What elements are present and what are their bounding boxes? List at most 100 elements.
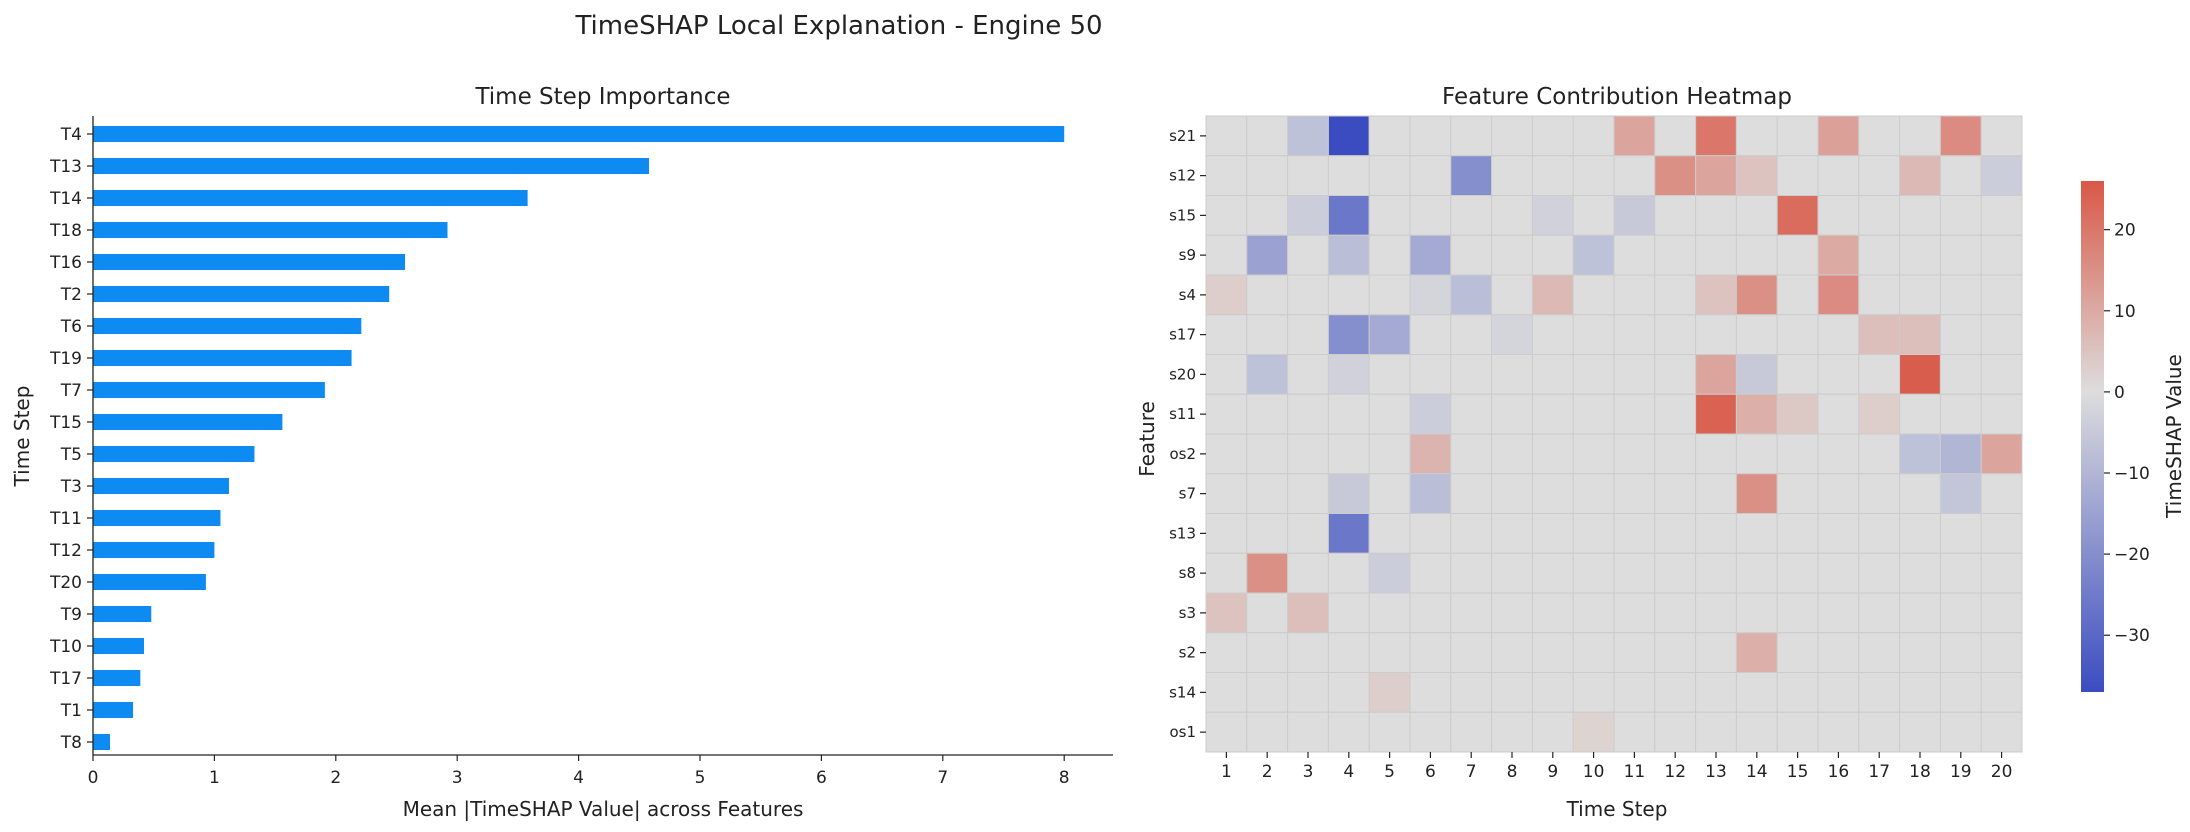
- heatmap-cell-s4-18: [1899, 274, 1941, 316]
- heatmap-x-tick-label: 7: [1466, 762, 1477, 782]
- heatmap-cell-s7-14: [1735, 473, 1778, 514]
- heatmap-cell-s11-15: [1776, 393, 1819, 435]
- bar-y-axis-label: Time Step: [10, 386, 34, 488]
- heatmap-y-axis-label: Feature: [1135, 401, 1159, 477]
- bar-T17: [93, 670, 141, 686]
- heatmap-cell-s20-17: [1858, 354, 1901, 395]
- heatmap-cell-s20-9: [1531, 354, 1574, 395]
- heatmap-cell-s3-10: [1572, 592, 1615, 634]
- bar-y-tick-label: T20: [49, 573, 82, 593]
- bar-x-tick-label: 6: [816, 768, 827, 788]
- bar-T1: [93, 702, 134, 718]
- heatmap-cell-s9-5: [1368, 234, 1411, 276]
- heatmap-cell-s21-7: [1450, 115, 1493, 157]
- bar-T10: [93, 638, 144, 654]
- bar-T2: [93, 286, 390, 302]
- heatmap-x-tick-label: 4: [1343, 762, 1354, 782]
- heatmap-cell-s7-3: [1287, 473, 1329, 514]
- bar-y-tick-label: T10: [49, 637, 82, 657]
- heatmap-cell-s20-13: [1695, 354, 1737, 395]
- heatmap-cell-s3-8: [1491, 592, 1533, 634]
- colorbar-tick-label: −20: [2114, 545, 2150, 565]
- heatmap-cell-s21-15: [1776, 115, 1819, 157]
- heatmap-cell-s17-17: [1858, 314, 1901, 355]
- bar-y-tick-label: T6: [60, 317, 82, 337]
- heatmap-cell-s13-10: [1572, 513, 1615, 554]
- heatmap-cell-s20-8: [1491, 354, 1533, 395]
- heatmap-cell-s3-14: [1735, 592, 1778, 634]
- heatmap-x-tick-label: 5: [1384, 762, 1395, 782]
- heatmap-cell-s21-13: [1695, 115, 1737, 157]
- heatmap-cell-s11-6: [1409, 393, 1452, 435]
- heatmap-cell-s7-6: [1409, 473, 1452, 514]
- heatmap-cell-s21-1: [1205, 115, 1248, 157]
- figure-title: TimeSHAP Local Explanation - Engine 50: [574, 11, 1102, 41]
- heatmap-cell-s13-14: [1735, 513, 1778, 554]
- heatmap-cell-os2-20: [1980, 433, 2023, 475]
- heatmap-cell-s7-10: [1572, 473, 1615, 514]
- heatmap-cell-s2-14: [1735, 632, 1778, 673]
- heatmap-cell-s2-15: [1776, 632, 1819, 673]
- heatmap-cell-s11-20: [1980, 393, 2023, 435]
- bar-T12: [93, 542, 215, 558]
- heatmap-cell-s2-12: [1654, 632, 1697, 673]
- bar-T15: [93, 414, 283, 430]
- heatmap-cell-s14-11: [1613, 672, 1656, 713]
- heatmap-cell-s3-20: [1980, 592, 2023, 634]
- colorbar-gradient: [2081, 181, 2104, 692]
- heatmap-cell-s14-4: [1327, 672, 1370, 713]
- heatmap-cell-s15-8: [1491, 195, 1533, 236]
- heatmap-x-tick-label: 11: [1624, 762, 1646, 782]
- heatmap-cell-s21-16: [1817, 115, 1860, 157]
- heatmap-cell-s4-9: [1531, 274, 1574, 316]
- heatmap-cell-s21-11: [1613, 115, 1656, 157]
- bar-x-tick-label: 2: [330, 768, 341, 788]
- heatmap-cell-s15-6: [1409, 195, 1452, 236]
- heatmap-cell-s13-20: [1980, 513, 2023, 554]
- heatmap-cell-s13-7: [1450, 513, 1493, 554]
- heatmap-cell-s12-4: [1327, 155, 1370, 196]
- heatmap-cell-s14-3: [1287, 672, 1329, 713]
- colorbar-tick-label: −10: [2114, 464, 2150, 484]
- heatmap-cell-s17-14: [1735, 314, 1778, 355]
- heatmap-cell-s15-5: [1368, 195, 1411, 236]
- heatmap-cell-s9-14: [1735, 234, 1778, 276]
- bar-T14: [93, 190, 528, 206]
- heatmap-cell-s11-5: [1368, 393, 1411, 435]
- heatmap-cell-s11-18: [1899, 393, 1941, 435]
- heatmap-cell-s4-6: [1409, 274, 1452, 316]
- heatmap-cell-os2-11: [1613, 433, 1656, 475]
- heatmap-x-tick-label: 18: [1909, 762, 1931, 782]
- heatmap-cell-s3-6: [1409, 592, 1452, 634]
- heatmap-cell-s9-13: [1695, 234, 1737, 276]
- heatmap-cell-s13-5: [1368, 513, 1411, 554]
- heatmap-cell-s17-5: [1368, 314, 1411, 355]
- heatmap-y-tick-label: s8: [1179, 564, 1196, 582]
- bar-y-tick-label: T9: [60, 605, 82, 625]
- heatmap-cell-s2-16: [1817, 632, 1860, 673]
- bar-y-tick-label: T4: [60, 125, 82, 145]
- heatmap-cell-s12-6: [1409, 155, 1452, 196]
- heatmap-cell-s8-6: [1409, 552, 1452, 594]
- heatmap-cell-s7-7: [1450, 473, 1493, 514]
- heatmap-y-tick-label: os1: [1169, 723, 1196, 741]
- heatmap-cell-s12-15: [1776, 155, 1819, 196]
- heatmap-cell-os1-19: [1939, 711, 1982, 753]
- heatmap-cell-s20-20: [1980, 354, 2023, 395]
- heatmap-cell-s20-16: [1817, 354, 1860, 395]
- heatmap-cell-s8-16: [1817, 552, 1860, 594]
- heatmap-cell-os2-13: [1695, 433, 1737, 475]
- heatmap-cell-s20-11: [1613, 354, 1656, 395]
- bar-T16: [93, 254, 405, 270]
- bar-x-tick-labels: 0 1 2 3 4 5 6 7 8: [88, 755, 1070, 788]
- heatmap-cell-s3-7: [1450, 592, 1493, 634]
- heatmap-cell-s8-8: [1491, 552, 1533, 594]
- heatmap-cell-s17-20: [1980, 314, 2023, 355]
- heatmap-cell-os2-3: [1287, 433, 1329, 475]
- bar-x-tick-label: 5: [695, 768, 706, 788]
- heatmap-cell-s14-8: [1491, 672, 1533, 713]
- heatmap-cell-s15-18: [1899, 195, 1941, 236]
- heatmap-cell-s8-11: [1613, 552, 1656, 594]
- heatmap-cell-s8-15: [1776, 552, 1819, 594]
- heatmap-cell-s13-18: [1899, 513, 1941, 554]
